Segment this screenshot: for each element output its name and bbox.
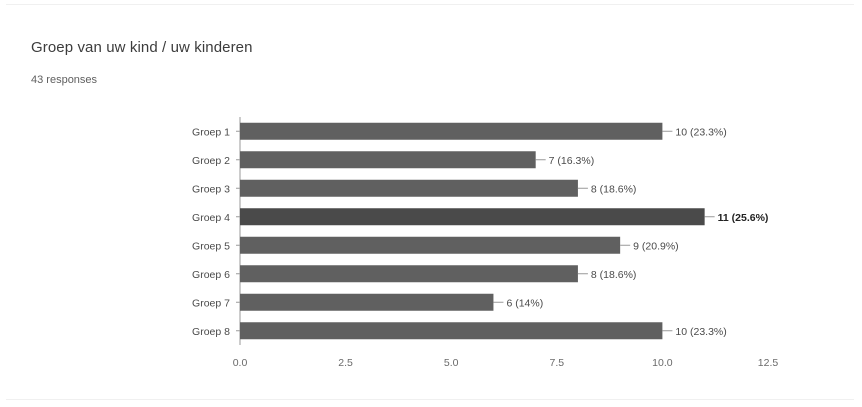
data-label: 11 (25.6%)	[718, 212, 769, 224]
category-label: Groep 2	[192, 155, 230, 167]
x-tick-label: 0.0	[233, 357, 248, 369]
question-title: Groep van uw kind / uw kinderen	[31, 39, 253, 56]
category-label: Groep 3	[192, 183, 230, 195]
category-label: Groep 8	[192, 326, 230, 338]
x-tick-label: 10.0	[652, 357, 673, 369]
bar	[240, 322, 663, 340]
bar	[240, 151, 536, 169]
data-label: 8 (18.6%)	[591, 183, 637, 195]
bar	[240, 236, 621, 254]
category-label: Groep 1	[192, 126, 230, 138]
data-label: 10 (23.3%)	[675, 126, 726, 138]
category-label: Groep 6	[192, 269, 230, 281]
x-tick-label: 12.5	[758, 357, 779, 369]
bar	[240, 122, 663, 140]
response-count: 43 responses	[31, 74, 98, 86]
data-label: 7 (16.3%)	[549, 155, 595, 167]
category-label: Groep 7	[192, 297, 230, 309]
bar	[240, 179, 578, 197]
bar	[240, 293, 494, 311]
category-label: Groep 5	[192, 240, 230, 252]
category-label: Groep 4	[192, 212, 230, 224]
data-label: 9 (20.9%)	[633, 240, 679, 252]
x-tick-label: 2.5	[338, 357, 353, 369]
bar	[240, 208, 705, 226]
data-label: 6 (14%)	[506, 297, 543, 309]
x-tick-label: 5.0	[444, 357, 459, 369]
bar	[240, 265, 578, 283]
data-label: 8 (18.6%)	[591, 269, 637, 281]
x-tick-label: 7.5	[549, 357, 564, 369]
data-label: 10 (23.3%)	[675, 326, 726, 338]
